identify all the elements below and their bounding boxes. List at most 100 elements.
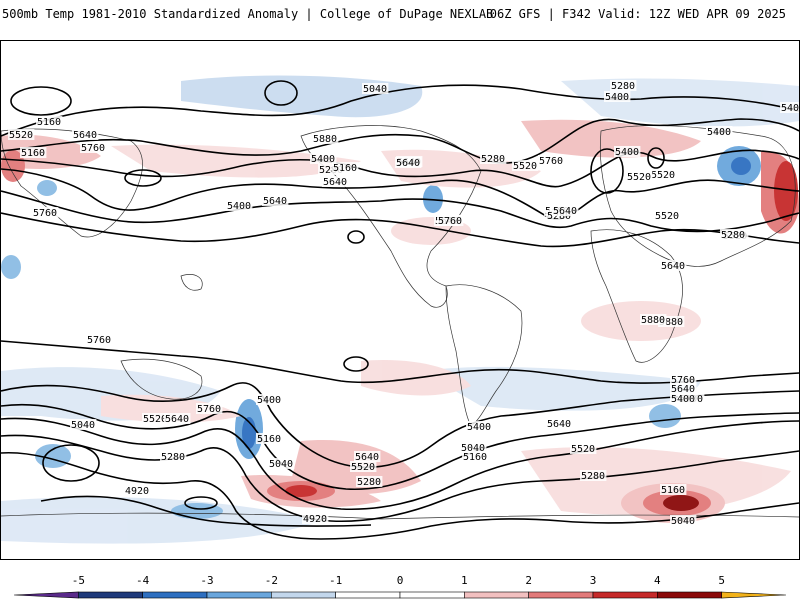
contour-label-bg xyxy=(395,157,422,168)
contour-label: 5280 xyxy=(547,211,571,222)
contour-label-bg xyxy=(462,451,489,462)
contour-label-bg xyxy=(626,171,653,182)
contour-label: 5400 xyxy=(227,201,251,212)
contour-label: 5040 xyxy=(671,516,695,527)
colorbar-tick-label: 2 xyxy=(525,574,532,587)
colorbar-segment xyxy=(721,591,787,599)
contour-label: 5160 xyxy=(661,485,685,496)
contour-label: 5280 xyxy=(481,154,505,165)
contour-label: 5760 xyxy=(438,216,462,227)
contour-label: 5280 xyxy=(581,471,605,482)
contour-label-bg xyxy=(437,215,464,226)
contour-label-bg xyxy=(86,334,113,345)
contour-label-bg xyxy=(196,403,223,414)
contour-label-bg xyxy=(332,162,359,173)
contour-label: 5640 xyxy=(263,196,287,207)
contour-label-bg xyxy=(8,129,35,140)
contour-label-bg xyxy=(256,433,283,444)
contour-label: 5040 xyxy=(461,443,485,454)
colorbar-tick-label: 0 xyxy=(397,574,404,587)
colorbar-segment xyxy=(335,591,401,599)
contour-label: 5040 xyxy=(269,459,293,470)
contour-label-bg xyxy=(658,316,685,327)
colorbar-graphic: -5 -4 -3 -2 -1 0 1 2 3 4 5 xyxy=(13,574,787,599)
contour-label-bg xyxy=(356,476,383,487)
contour-label: 5640 xyxy=(73,130,97,141)
contour-label: 5400 xyxy=(605,92,629,103)
contour-label: 5400 xyxy=(311,154,335,165)
contour-label-bg xyxy=(164,413,191,424)
colorbar-tick-label: 1 xyxy=(461,574,468,587)
colorbar-tick-label: 4 xyxy=(654,574,661,587)
colorbar-segment xyxy=(206,591,272,599)
contour-label-bg xyxy=(70,419,97,430)
contour-label-bg xyxy=(706,126,733,137)
contour-label-bg xyxy=(268,458,295,469)
contour-label: 5640 xyxy=(396,158,420,169)
header: 500mb Temp 1981-2010 Standardized Anomal… xyxy=(0,0,800,30)
contour-label-bg xyxy=(480,153,507,164)
contour-label: 5160 xyxy=(333,163,357,174)
contour-label-bg xyxy=(36,116,63,127)
contour-label: 5520 xyxy=(143,414,167,425)
contour-label: 5880 xyxy=(313,134,337,145)
contour-label-bg xyxy=(72,129,99,140)
contour-label-bg xyxy=(80,142,107,153)
contour-label: 5160 xyxy=(463,452,487,463)
contour-label-bg xyxy=(460,442,487,453)
colorbar-tick-label: -4 xyxy=(136,574,150,587)
colorbar-segment xyxy=(592,591,658,599)
contour-label: 5400 xyxy=(781,103,799,114)
contour-label: 5640 xyxy=(553,206,577,217)
contour-label-bg xyxy=(262,195,289,206)
contour-label: 5760 xyxy=(197,404,221,415)
run-info: 06Z GFS | F342 Valid: 12Z WED APR 09 202… xyxy=(489,7,786,21)
colorbar-segment xyxy=(657,591,722,599)
contour-label: 5280 xyxy=(357,477,381,488)
contour-label-bg xyxy=(466,421,493,432)
contour-label-bg xyxy=(670,393,697,404)
contour-label-bg xyxy=(124,485,151,496)
anomaly-shading xyxy=(1,75,799,544)
contour-label-bg xyxy=(670,374,697,385)
contour-label: 5640 xyxy=(355,452,379,463)
colorbar: -5 -4 -3 -2 -1 0 1 2 3 4 5 xyxy=(0,568,800,600)
contour-label: 5520 xyxy=(651,170,675,181)
colorbar-tick-label: 5 xyxy=(718,574,725,587)
coastlines xyxy=(1,125,799,520)
contour-label-bg xyxy=(720,229,747,240)
contour-label: 5280 xyxy=(721,230,745,241)
colorbar-tick-label: -1 xyxy=(329,574,342,587)
contour-label-bg xyxy=(32,207,59,218)
contour-label: 5640 xyxy=(547,419,571,430)
contour-label-bg xyxy=(362,83,389,94)
colorbar-segment xyxy=(528,591,594,599)
contour-label-bg xyxy=(570,443,597,454)
contour-label: 5520 xyxy=(571,444,595,455)
contour-label: 5400 xyxy=(257,395,281,406)
contour-label: 4920 xyxy=(125,486,149,497)
contour-label: 5040 xyxy=(363,84,387,95)
contour-label-bg xyxy=(302,513,329,524)
contour-label: 5160 xyxy=(37,117,61,128)
contour-label-bg xyxy=(650,169,677,180)
colorbar-segment xyxy=(464,591,529,599)
colorbar-segment xyxy=(142,591,208,599)
contour-label: 5400 xyxy=(615,147,639,158)
contour-label-bg xyxy=(780,102,799,113)
contour-label-bg xyxy=(670,515,697,526)
contour-label-bg xyxy=(614,146,641,157)
contour-label: 5880 xyxy=(641,315,665,326)
contour-label: 5520 xyxy=(655,211,679,222)
contour-label-bg xyxy=(538,155,565,166)
contour-label-bg xyxy=(310,153,337,164)
contour-label-bg xyxy=(610,80,637,91)
contour-label: 5520 xyxy=(627,172,651,183)
contour-label: 5760 xyxy=(81,143,105,154)
contour-label: 5280 xyxy=(161,452,185,463)
contour-label: 5760 xyxy=(33,208,57,219)
contour-label: 5520 xyxy=(9,130,33,141)
colorbar-tick-label: -3 xyxy=(200,574,213,587)
